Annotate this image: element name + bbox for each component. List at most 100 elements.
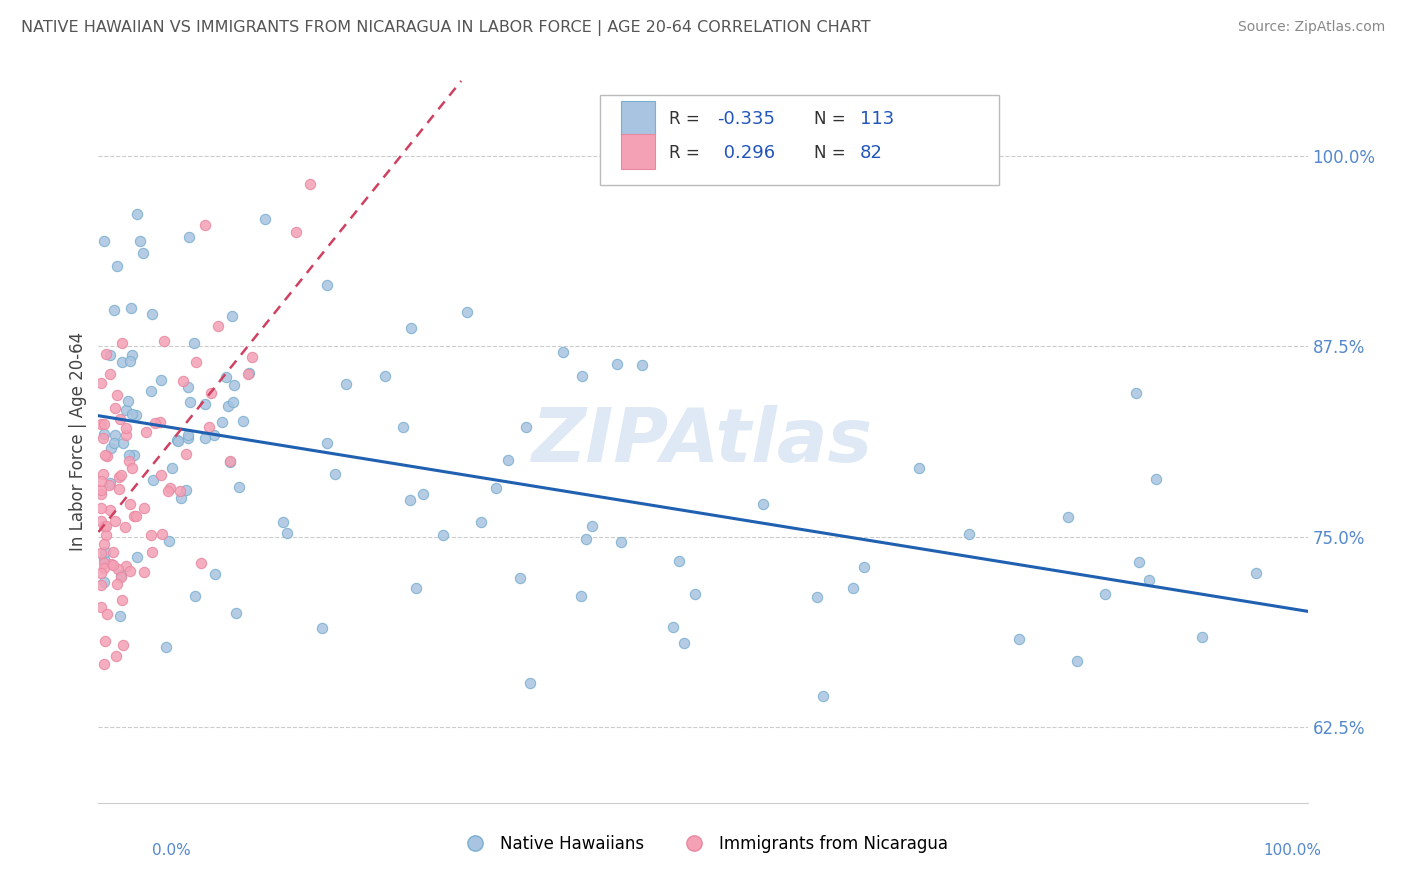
Point — [198, 420, 221, 434]
Point — [90, 417, 112, 431]
Text: 82: 82 — [860, 144, 883, 161]
Point — [98, 475, 121, 490]
Point — [90, 376, 112, 390]
Point — [101, 545, 124, 559]
Point — [110, 570, 132, 584]
Point — [117, 393, 139, 408]
Point — [105, 388, 128, 402]
Point — [96, 449, 118, 463]
Point — [200, 386, 222, 401]
Point — [93, 561, 115, 575]
Point — [551, 345, 574, 359]
Text: NATIVE HAWAIIAN VS IMMIGRANTS FROM NICARAGUA IN LABOR FORCE | AGE 20-64 CORRELAT: NATIVE HAWAIIAN VS IMMIGRANTS FROM NICAR… — [21, 20, 870, 36]
Point — [806, 591, 828, 605]
Point — [571, 369, 593, 384]
Point — [105, 576, 128, 591]
Point — [98, 367, 121, 381]
Point — [842, 581, 865, 595]
Point — [169, 484, 191, 499]
Point — [91, 467, 114, 482]
Point — [94, 545, 117, 559]
Point — [194, 218, 217, 232]
FancyBboxPatch shape — [621, 101, 655, 136]
Point — [1094, 587, 1116, 601]
Point — [575, 533, 598, 547]
Text: N =: N = — [814, 110, 846, 128]
Point — [184, 589, 207, 603]
Point — [93, 519, 115, 533]
Point — [96, 607, 118, 622]
Point — [98, 348, 121, 362]
Point — [515, 420, 537, 434]
Point — [125, 408, 148, 422]
Point — [225, 606, 247, 620]
Point — [606, 357, 628, 371]
Point — [110, 467, 132, 482]
Text: 0.0%: 0.0% — [152, 843, 191, 858]
Point — [111, 592, 134, 607]
Legend: Native Hawaiians, Immigrants from Nicaragua: Native Hawaiians, Immigrants from Nicara… — [451, 828, 955, 860]
Point — [100, 441, 122, 455]
Point — [114, 519, 136, 533]
Point — [90, 475, 112, 489]
Point — [170, 491, 193, 506]
Point — [190, 557, 212, 571]
Point — [90, 578, 112, 592]
Point — [174, 447, 197, 461]
Point — [167, 434, 190, 449]
Point — [1057, 509, 1080, 524]
Text: R =: R = — [669, 110, 706, 128]
Point — [236, 367, 259, 381]
Point — [108, 482, 131, 496]
Point — [93, 574, 115, 589]
Point — [908, 461, 931, 475]
Point — [194, 431, 217, 445]
Point — [1191, 630, 1213, 644]
Point — [581, 519, 603, 533]
Point — [127, 549, 149, 564]
Point — [132, 566, 155, 580]
Point — [125, 207, 148, 221]
Point — [160, 461, 183, 475]
Point — [432, 528, 454, 542]
Point — [668, 553, 690, 567]
Point — [683, 587, 706, 601]
Point — [93, 417, 115, 432]
Point — [93, 235, 115, 249]
Point — [456, 304, 478, 318]
Point — [90, 566, 112, 580]
Point — [609, 535, 631, 549]
Point — [152, 334, 174, 349]
Point — [141, 545, 163, 559]
Point — [1125, 385, 1147, 400]
Point — [90, 483, 112, 497]
Point — [852, 560, 875, 574]
Point — [132, 501, 155, 516]
Point — [121, 461, 143, 475]
Point — [132, 246, 155, 260]
FancyBboxPatch shape — [621, 135, 655, 169]
Point — [110, 355, 132, 369]
Point — [96, 528, 118, 542]
Point — [1128, 556, 1150, 570]
Point — [412, 487, 434, 501]
Point — [509, 571, 531, 585]
Point — [98, 502, 121, 516]
Point — [141, 307, 163, 321]
Point — [135, 425, 157, 439]
Point — [157, 484, 180, 499]
Point — [470, 516, 492, 530]
Text: N =: N = — [814, 144, 846, 161]
Point — [149, 415, 172, 429]
Point — [122, 448, 145, 462]
Point — [114, 559, 136, 574]
Point — [122, 508, 145, 523]
Point — [90, 500, 112, 515]
Point — [101, 558, 124, 572]
Point — [103, 302, 125, 317]
Point — [111, 435, 134, 450]
Point — [315, 435, 337, 450]
Point — [1137, 573, 1160, 587]
Point — [111, 336, 134, 351]
Point — [103, 436, 125, 450]
